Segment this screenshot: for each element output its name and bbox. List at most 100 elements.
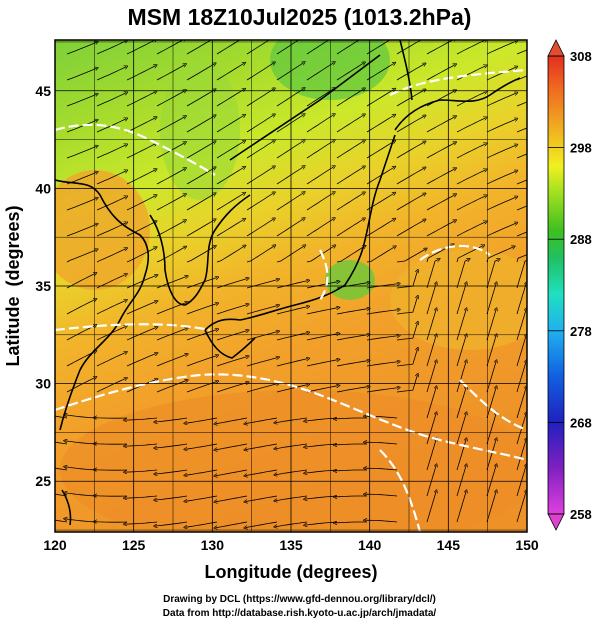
streamline-arrow xyxy=(305,469,338,473)
colorbar: 308 298 288 278 268 258 xyxy=(547,39,592,531)
streamline-arrow xyxy=(216,331,248,341)
streamline-arrow xyxy=(216,417,248,424)
streamline-arrow xyxy=(246,384,278,393)
streamline-arrow xyxy=(486,439,496,471)
streamline-arrow xyxy=(126,92,156,107)
streamline-arrow xyxy=(516,283,526,315)
colorbar-tick-label: 268 xyxy=(570,415,592,430)
streamline-arrow xyxy=(276,115,304,133)
streamline-arrow xyxy=(516,75,527,81)
streamline-arrow xyxy=(486,260,499,289)
streamline-arrow xyxy=(185,495,218,501)
streamline-arrow xyxy=(366,310,399,315)
streamline-arrow xyxy=(66,42,97,55)
streamline-arrow xyxy=(396,194,425,211)
streamline-arrow xyxy=(396,220,425,237)
streamline-arrow xyxy=(95,470,128,471)
streamline-arrow xyxy=(276,307,308,315)
streamline-arrow xyxy=(486,93,516,107)
streamline-arrow xyxy=(426,413,436,445)
streamline-arrow xyxy=(335,444,367,445)
streamline-arrow xyxy=(516,205,527,211)
streamline-arrow xyxy=(396,168,425,185)
streamline-arrow xyxy=(216,63,244,81)
streamline-arrow xyxy=(186,90,215,107)
streamline-arrow xyxy=(126,170,156,185)
streamline-arrow xyxy=(306,89,334,107)
streamline-arrow xyxy=(156,65,185,81)
streamline-arrow xyxy=(456,118,486,133)
streamline-arrow xyxy=(426,283,436,315)
streamline-arrow xyxy=(155,469,188,474)
streamline-arrow xyxy=(96,249,126,263)
streamline-arrow xyxy=(66,146,97,159)
streamline-arrow xyxy=(426,143,455,159)
streamline-arrow xyxy=(276,141,304,159)
streamline-arrow xyxy=(456,335,466,367)
streamline-arrow xyxy=(456,361,466,393)
streamline-arrow xyxy=(246,417,278,424)
x-tick-label: 140 xyxy=(358,537,382,553)
x-tick-label: 130 xyxy=(201,537,225,553)
streamline-arrow xyxy=(486,119,516,133)
streamline-arrow xyxy=(306,360,338,367)
streamline-arrow xyxy=(246,469,278,476)
streamline-arrow xyxy=(336,115,364,133)
streamline-arrow xyxy=(336,335,369,341)
y-tick-label: 25 xyxy=(35,473,51,489)
streamline-arrow xyxy=(486,413,496,445)
streamline-arrow xyxy=(126,222,156,237)
streamline-arrow xyxy=(365,442,398,445)
streamline-arrow xyxy=(486,387,496,419)
x-tick-label: 125 xyxy=(122,537,146,553)
streamline-arrow xyxy=(156,380,187,393)
streamline-arrow xyxy=(66,68,97,81)
streamline-arrow xyxy=(216,219,244,237)
streamline-arrow xyxy=(456,413,466,445)
streamline-arrow xyxy=(246,521,278,528)
streamline-arrow xyxy=(396,90,425,107)
streamline-arrow xyxy=(96,300,126,315)
streamline-arrow xyxy=(186,220,215,237)
streamline-arrow xyxy=(156,195,185,211)
streamline-arrow xyxy=(216,521,248,528)
streamline-arrow xyxy=(126,301,156,315)
streamline-arrow xyxy=(246,495,278,502)
streamline-arrow xyxy=(305,443,338,447)
streamline-arrow xyxy=(456,439,466,471)
streamline-arrow xyxy=(65,415,98,419)
streamline-arrow xyxy=(155,495,188,500)
streamline-arrow xyxy=(216,40,241,55)
streamline-arrow xyxy=(186,142,215,159)
streamline-arrow xyxy=(365,494,398,497)
streamline-arrow xyxy=(276,167,304,185)
streamline-arrow xyxy=(426,465,436,497)
streamline-arrow xyxy=(156,221,185,237)
streamline-arrow xyxy=(336,361,369,367)
streamline-arrow xyxy=(306,386,338,393)
streamline-arrow xyxy=(306,193,334,211)
streamline-arrow xyxy=(366,388,399,393)
streamline-arrow xyxy=(126,66,156,81)
streamline-arrow xyxy=(155,443,188,448)
streamline-arrow xyxy=(276,63,304,81)
colorbar-tick-label: 258 xyxy=(570,507,592,522)
streamline-arrow xyxy=(246,358,278,367)
streamline-arrow xyxy=(306,141,334,159)
streamline-arrow xyxy=(96,197,126,211)
streamline-arrow xyxy=(96,352,126,367)
streamline-arrow xyxy=(156,40,185,55)
streamline-arrow xyxy=(516,101,527,107)
streamline-arrow xyxy=(96,93,126,107)
streamline-arrow xyxy=(216,246,245,263)
streamline-arrow xyxy=(516,335,526,367)
streamline-arrow xyxy=(456,259,469,289)
streamline-arrow xyxy=(486,41,516,55)
streamline-arrow xyxy=(246,332,278,341)
streamline-arrow xyxy=(306,282,338,289)
streamline-arrow xyxy=(216,357,248,367)
streamline-arrow xyxy=(216,305,248,315)
colorbar-tick-label: 288 xyxy=(570,232,592,247)
x-tick-label: 135 xyxy=(279,537,303,553)
